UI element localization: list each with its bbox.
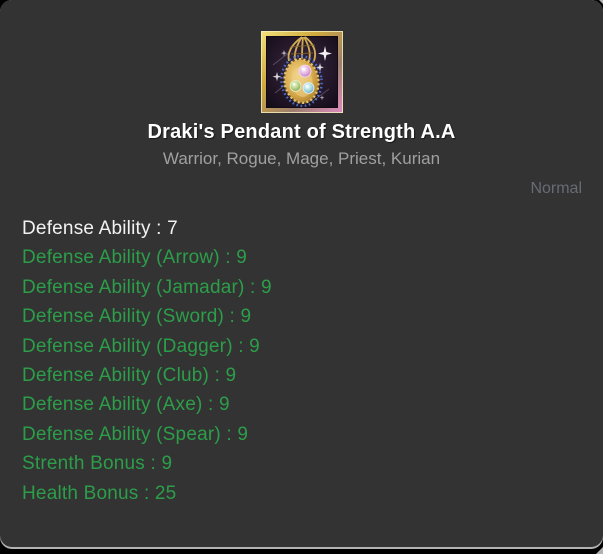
stat-bonus-row: Defense Ability (Sword) : 9 bbox=[22, 306, 252, 328]
stat-bonus-row: Defense Ability (Axe) : 9 bbox=[22, 394, 230, 416]
stat-bonus-row: Defense Ability (Dagger) : 9 bbox=[22, 335, 260, 357]
stats-list: Defense Ability : 7 Defense Ability (Arr… bbox=[0, 214, 603, 508]
stat-defense-ability: Defense Ability : 7 bbox=[22, 218, 178, 239]
stat-bonus-row: Defense Ability (Spear) : 9 bbox=[22, 423, 249, 445]
stat-bonus-row: Defense Ability (Arrow) : 9 bbox=[22, 247, 248, 269]
stat-bonus-row: Defense Ability (Jamadar) : 9 bbox=[22, 276, 272, 298]
item-usable-classes: Warrior, Rogue, Mage, Priest, Kurian bbox=[162, 149, 441, 168]
stat-bonus-row: Defense Ability (Club) : 9 bbox=[22, 365, 237, 387]
corner-artifact-top-right bbox=[599, 0, 603, 4]
stat-bonus-row: Health Bonus : 25 bbox=[22, 482, 177, 504]
stat-bonus-row: Strenth Bonus : 9 bbox=[22, 453, 173, 475]
corner-artifact-bottom-right bbox=[596, 547, 603, 554]
item-icon-slot bbox=[0, 31, 603, 113]
item-grade-label: Normal bbox=[530, 180, 582, 197]
item-title: Draki's Pendant of Strength A.A bbox=[147, 121, 456, 143]
pendant-icon bbox=[260, 31, 343, 113]
